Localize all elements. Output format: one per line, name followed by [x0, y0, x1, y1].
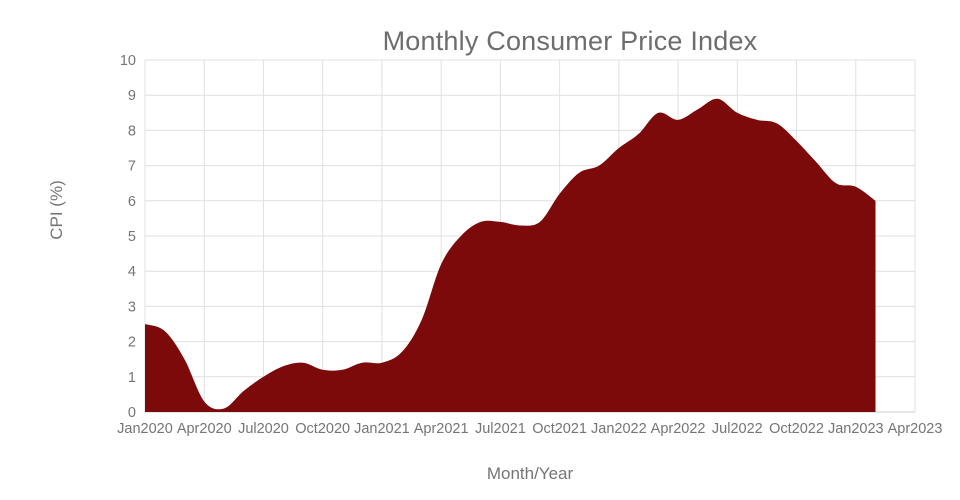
- svg-text:7: 7: [128, 159, 136, 175]
- svg-text:9: 9: [128, 88, 136, 104]
- svg-text:4: 4: [128, 264, 136, 280]
- svg-text:Jan2022: Jan2022: [591, 421, 647, 437]
- svg-text:2: 2: [128, 335, 136, 351]
- svg-text:Jan2020: Jan2020: [117, 421, 173, 437]
- svg-text:Apr2020: Apr2020: [177, 421, 232, 437]
- chart-title: Monthly Consumer Price Index: [382, 26, 758, 56]
- svg-text:0: 0: [128, 405, 136, 421]
- svg-text:Oct2020: Oct2020: [295, 421, 350, 437]
- svg-text:Jan2023: Jan2023: [828, 421, 884, 437]
- svg-text:3: 3: [128, 299, 136, 315]
- svg-text:Oct2021: Oct2021: [532, 421, 587, 437]
- svg-text:Jul2020: Jul2020: [238, 421, 289, 437]
- svg-text:Oct2022: Oct2022: [769, 421, 824, 437]
- svg-text:1: 1: [128, 370, 136, 386]
- svg-text:Apr2021: Apr2021: [414, 421, 469, 437]
- svg-text:Jan2021: Jan2021: [354, 421, 410, 437]
- svg-text:8: 8: [128, 123, 136, 139]
- svg-text:10: 10: [120, 53, 136, 69]
- svg-text:Apr2023: Apr2023: [888, 421, 943, 437]
- y-axis-label: CPI (%): [47, 180, 66, 240]
- axis-tick-labels: 0 1 2 3 4 5 6 7 8 9 10 Jan2020 Apr2020 Jul2020 Oct2020…: [117, 53, 942, 437]
- svg-text:Jul2021: Jul2021: [475, 421, 526, 437]
- svg-text:Apr2022: Apr2022: [651, 421, 706, 437]
- x-axis-label: Month/Year: [486, 464, 574, 483]
- svg-text:6: 6: [128, 194, 136, 210]
- svg-text:Jul2022: Jul2022: [712, 421, 763, 437]
- svg-text:5: 5: [128, 229, 136, 245]
- area-series: [145, 98, 876, 412]
